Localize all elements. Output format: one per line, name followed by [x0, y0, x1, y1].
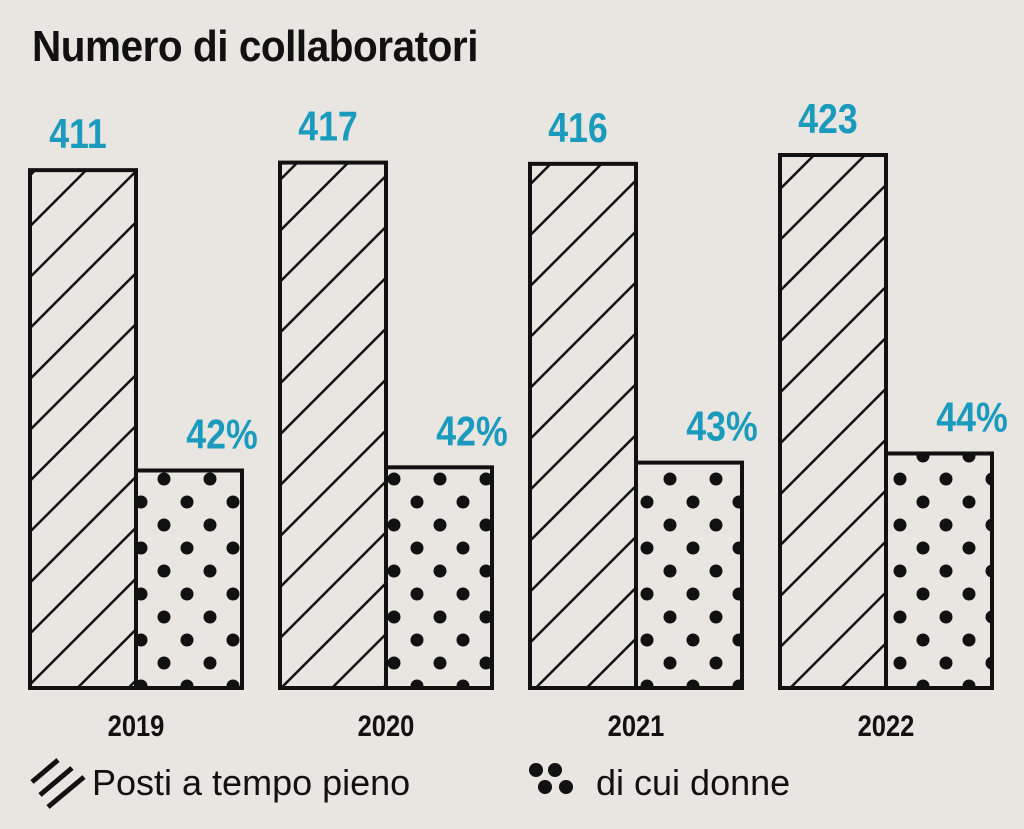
bar-women: [634, 460, 744, 690]
bar-women: [884, 451, 994, 690]
x-tick-label: 2020: [358, 709, 415, 742]
chart-title: Numero di collaboratori: [32, 22, 479, 71]
x-tick-label: 2021: [608, 709, 665, 742]
bar-women: [134, 468, 244, 691]
legend-label-full-time: Posti a tempo pieno: [92, 762, 411, 803]
data-label-full-time: 416: [548, 105, 608, 151]
data-label-women: 43%: [686, 404, 757, 450]
x-tick-label: 2022: [858, 709, 915, 742]
bar-women: [384, 465, 494, 691]
data-label-full-time: 411: [49, 112, 107, 158]
bar-full-time: [278, 160, 388, 690]
x-tick-label: 2019: [108, 709, 165, 742]
data-label-women: 44%: [936, 395, 1007, 441]
bar-full-time: [528, 161, 638, 690]
bar-full-time: [778, 153, 888, 690]
data-label-full-time: 423: [798, 96, 858, 142]
bar-full-time: [28, 168, 138, 690]
dots-legend-icon: [529, 763, 573, 794]
data-label-full-time: 417: [298, 104, 358, 150]
data-label-women: 42%: [186, 412, 257, 458]
hatch-legend-icon: [30, 758, 86, 809]
legend-label-women: di cui donne: [596, 762, 791, 803]
data-label-women: 42%: [436, 409, 507, 455]
